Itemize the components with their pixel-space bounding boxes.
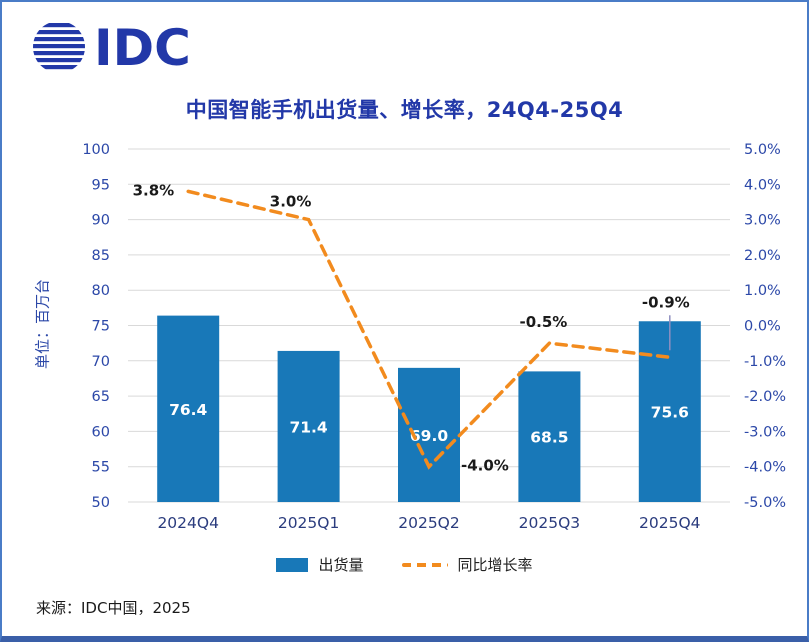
bar-2025Q1 <box>277 350 340 502</box>
bar-value-label: 69.0 <box>410 427 448 445</box>
growth-value-label: -0.5% <box>519 313 567 331</box>
bar-series-swatch <box>276 557 309 572</box>
left-tick-label: 100 <box>82 142 110 158</box>
right-tick-label: -2.0% <box>744 389 786 405</box>
left-tick-label: 90 <box>92 213 110 229</box>
bar-2024Q4 <box>157 315 220 502</box>
bar-value-label: 68.5 <box>530 429 568 447</box>
chart-title: 中国智能手机出货量、增长率，24Q4-25Q4 <box>185 98 624 122</box>
category-label: 2024Q4 <box>157 514 219 532</box>
right-tick-label: 0.0% <box>744 319 781 335</box>
growth-labels: 3.8% 3.0% -4.0% -0.5% -0.9% <box>133 181 690 474</box>
right-tick-label: -1.0% <box>744 354 786 370</box>
bar-value-label: 71.4 <box>289 418 327 436</box>
right-tick-label: 2.0% <box>744 248 781 264</box>
left-tick-label: 95 <box>92 177 110 193</box>
idc-logo: IDC <box>33 19 191 77</box>
right-tick-label: 4.0% <box>744 177 781 193</box>
legend-item-growth: 同比增长率 <box>401 554 533 575</box>
gridlines <box>128 148 730 503</box>
bars-series: 76.4 71.4 69.0 68.5 75.6 <box>157 315 701 502</box>
left-axis-ticks: 50 55 60 65 70 75 80 85 90 95 100 <box>82 142 110 511</box>
right-tick-label: 1.0% <box>744 283 781 299</box>
left-tick-label: 70 <box>92 354 110 370</box>
legend-item-shipments: 出货量 <box>276 554 364 575</box>
growth-value-label: 3.0% <box>270 193 312 211</box>
bar-value-label: 75.6 <box>651 404 689 422</box>
category-label: 2025Q2 <box>398 514 460 532</box>
right-tick-label: -5.0% <box>744 495 786 511</box>
bar-2025Q3 <box>518 371 581 502</box>
left-tick-label: 80 <box>92 283 110 299</box>
logo-text: IDC <box>94 19 191 77</box>
growth-rate-line <box>186 189 672 470</box>
right-axis-ticks: -5.0% -4.0% -3.0% -2.0% -1.0% 0.0% 1.0% 2.0% 3.0… <box>744 142 786 511</box>
legend-label-growth: 同比增长率 <box>457 556 533 574</box>
legend-label-shipments: 出货量 <box>318 556 364 574</box>
category-label: 2025Q1 <box>278 514 340 532</box>
bar-2025Q2 <box>398 367 460 502</box>
bar-2025Q4 <box>638 321 701 502</box>
source-note: 来源：IDC中国，2025 <box>36 599 191 617</box>
growth-value-label: -4.0% <box>461 457 509 475</box>
right-tick-label: -4.0% <box>744 460 786 476</box>
left-tick-label: 55 <box>92 460 110 476</box>
right-tick-label: 3.0% <box>744 213 781 229</box>
left-tick-label: 60 <box>92 424 110 440</box>
right-tick-label: 5.0% <box>744 142 781 158</box>
category-label: 2025Q4 <box>639 514 701 532</box>
category-label: 2025Q3 <box>519 514 581 532</box>
chart-legend: 出货量 同比增长率 <box>2 554 807 575</box>
bar-value-label: 76.4 <box>169 401 207 419</box>
left-tick-label: 85 <box>92 248 110 264</box>
growth-value-label: 3.8% <box>133 181 175 199</box>
globe-icon <box>33 23 85 70</box>
growth-value-label: -0.9% <box>642 293 690 311</box>
right-tick-label: -3.0% <box>744 424 786 440</box>
left-tick-label: 75 <box>92 319 110 335</box>
left-tick-label: 65 <box>92 389 110 405</box>
category-labels: 2024Q4 2025Q1 2025Q2 2025Q3 2025Q4 <box>157 514 700 532</box>
line-series-swatch <box>401 562 448 567</box>
left-tick-label: 50 <box>92 495 110 511</box>
